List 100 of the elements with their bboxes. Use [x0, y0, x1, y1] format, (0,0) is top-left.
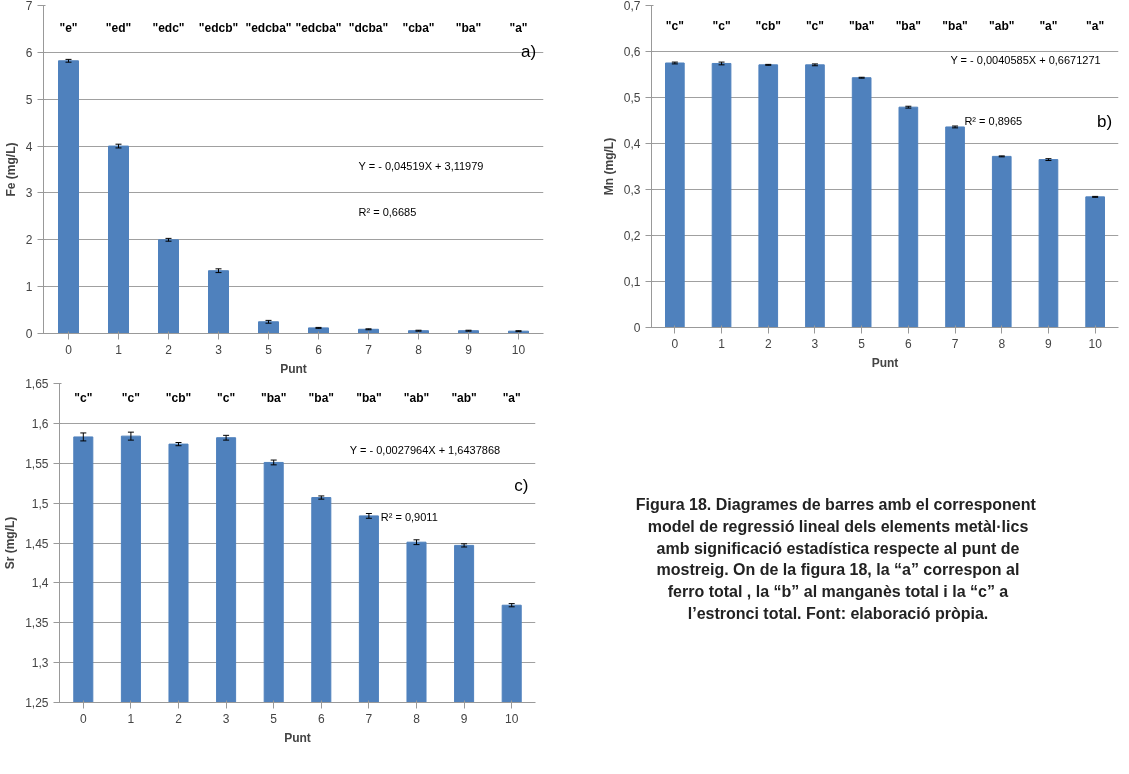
bar: [851, 77, 872, 328]
y-tick-label: 3: [25, 186, 33, 201]
annotation: "ab": [451, 390, 477, 405]
y-tick-label: 1: [25, 280, 33, 295]
bar: [758, 64, 779, 328]
y-tick-label: 0,7: [623, 0, 641, 13]
annotation: "ba": [848, 19, 875, 34]
annotation: "edcb": [198, 21, 239, 36]
x-tick-label: 8: [415, 342, 423, 357]
bar: [58, 60, 79, 334]
y-tick-label: 7: [25, 0, 33, 13]
y-tick-label: 0,2: [623, 229, 641, 243]
y-tick-label: 1,45: [25, 536, 49, 551]
x-tick-label: 9: [465, 342, 473, 357]
annotation: "ba": [942, 19, 968, 34]
annotation: Y = - 0,0027964X + 1,6437868: [349, 444, 501, 457]
bar: [1038, 159, 1059, 328]
x-tick-label: 5: [270, 711, 278, 726]
x-tick-label: 7: [365, 711, 373, 726]
annotation: "a": [509, 21, 528, 36]
annotation: "ba": [308, 390, 334, 405]
annotation: "a": [502, 390, 521, 405]
x-tick-label: 0: [671, 336, 679, 351]
y-tick-label: 4: [25, 139, 33, 154]
annotation: R² = 0,8965: [964, 115, 1023, 128]
x-tick-label: 10: [511, 342, 526, 357]
bar: [711, 62, 732, 328]
annotation: "cb": [755, 19, 781, 34]
y-tick-label: 6: [25, 45, 33, 60]
annotation: "c": [665, 19, 684, 34]
annotation: "cba": [402, 21, 435, 36]
x-tick-label: 7: [365, 342, 373, 357]
bar: [158, 239, 179, 334]
y-tick-label: 1,55: [25, 456, 49, 471]
annotation: a): [520, 41, 537, 61]
annotation: "edcba": [245, 21, 292, 36]
annotation: b): [1096, 111, 1113, 131]
bar: [805, 64, 825, 328]
annotation: "ab": [403, 390, 430, 405]
x-tick-label: 3: [811, 336, 819, 351]
annotation: "ba": [455, 21, 482, 36]
x-tick-label: 10: [505, 711, 519, 726]
y-tick-label: 0: [25, 327, 33, 341]
bar: [665, 62, 685, 328]
x-axis-title: Punt: [284, 730, 311, 745]
y-tick-label: 1,25: [25, 696, 49, 710]
annotation: c): [514, 476, 529, 496]
bar: [898, 106, 919, 328]
y-tick-label: 1,35: [25, 616, 49, 631]
x-tick-label: 8: [413, 711, 421, 726]
x-tick-label: 2: [764, 336, 772, 351]
annotation: "ba": [261, 390, 287, 405]
annotation: "edc": [152, 21, 185, 36]
y-axis-title: Fe (mg/L): [3, 142, 18, 197]
bar: [308, 327, 329, 334]
y-tick-label: 1,6: [31, 416, 49, 431]
y-tick-label: 0: [633, 321, 641, 335]
bar: [1085, 196, 1105, 328]
annotation: "ba": [895, 19, 922, 34]
y-tick-label: 2: [25, 233, 33, 248]
annotation: R² = 0,9011: [380, 511, 438, 524]
annotation: "ba": [356, 390, 382, 405]
annotation: "ab": [989, 19, 1015, 34]
x-tick-label: 0: [79, 711, 87, 726]
y-tick-label: 1,65: [25, 377, 49, 391]
y-tick-label: 1,5: [31, 496, 49, 511]
annotation: "c": [712, 19, 731, 34]
annotation: "ed": [105, 21, 132, 36]
y-axis-title: Sr (mg/L): [3, 516, 18, 570]
annotation: "c": [74, 390, 93, 405]
x-tick-label: 2: [175, 711, 183, 726]
x-tick-label: 5: [265, 342, 273, 357]
x-axis-title: Punt: [280, 361, 307, 376]
x-tick-label: 6: [315, 342, 323, 357]
annotation: "e": [59, 21, 78, 36]
annotation: "c": [121, 390, 140, 405]
annotation: "c": [805, 19, 824, 34]
x-tick-label: 6: [317, 711, 325, 726]
x-tick-label: 9: [460, 711, 468, 726]
annotation: "cb": [165, 390, 192, 405]
bar: [945, 126, 965, 328]
annotation: "a": [1086, 19, 1105, 34]
x-tick-label: 6: [905, 336, 913, 351]
bar: [108, 145, 129, 334]
y-tick-label: 0,3: [623, 183, 641, 197]
y-tick-label: 0,4: [623, 137, 641, 151]
x-tick-label: 3: [215, 342, 223, 357]
y-axis-title: Mn (mg/L): [601, 137, 616, 196]
x-tick-label: 0: [65, 342, 73, 357]
x-tick-label: 3: [222, 711, 230, 726]
annotation: Y = - 0,0040585X + 0,6671271: [950, 54, 1101, 67]
x-tick-label: 2: [165, 342, 173, 357]
y-tick-label: 5: [25, 92, 33, 107]
annotation: "a": [1039, 19, 1058, 34]
x-tick-label: 7: [951, 336, 959, 351]
annotation: "dcba": [348, 21, 389, 36]
annotation: "edcba": [295, 21, 342, 36]
text: Figura 18. Diagrames de barres amb el corresponent model de regressió lineal dels elements metàl·lics amb significació estadística respecte al punt de mostreig. On de la figura 18, la “a” correspon al ferro total , la “b” al manganès total i la “c” a l’estronci total. Font: elaboració pròpia.: [635, 496, 1037, 622]
y-tick-label: 0,6: [623, 45, 641, 59]
x-tick-label: 10: [1088, 336, 1103, 351]
